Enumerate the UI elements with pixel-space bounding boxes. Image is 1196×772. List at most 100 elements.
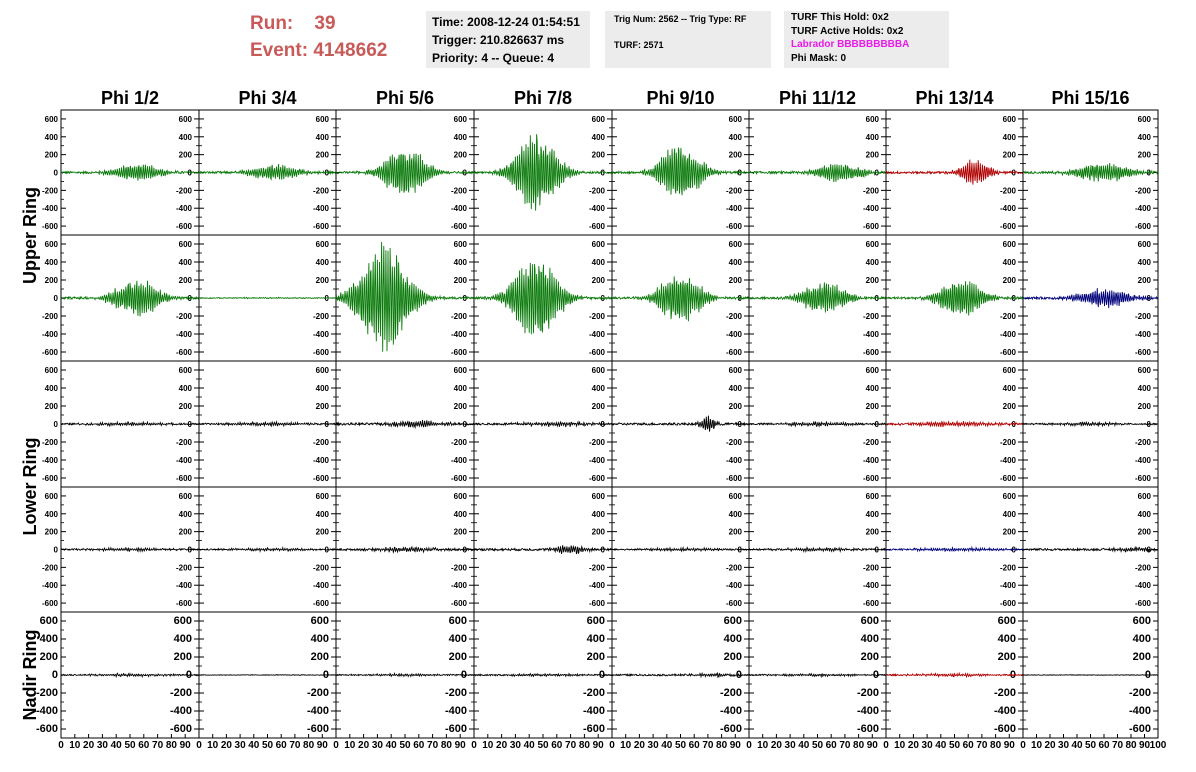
y-tick-label: 200 xyxy=(1138,276,1152,285)
y-tick-label: 0 xyxy=(325,294,330,303)
y-tick-label: -600 xyxy=(1000,348,1017,357)
x-tick-label: 40 xyxy=(111,740,123,751)
y-tick-label: 600 xyxy=(729,115,743,124)
y-tick-label: -400 xyxy=(42,330,59,339)
x-tick-label: 80 xyxy=(1125,740,1137,751)
y-tick-label: 200 xyxy=(866,151,880,160)
y-tick-label: -200 xyxy=(176,438,193,447)
priority-text: Priority: 4 -- Queue: 4 xyxy=(432,51,555,65)
waveform-trace xyxy=(473,134,613,211)
y-tick-label: -600 xyxy=(857,723,879,735)
y-tick-label: 600 xyxy=(729,366,743,375)
y-tick-label: 600 xyxy=(311,615,329,627)
y-tick-label: 200 xyxy=(45,528,59,537)
x-tick-label: 60 xyxy=(963,740,975,751)
y-tick-label: 400 xyxy=(45,510,59,519)
run-value: 39 xyxy=(314,13,336,34)
y-tick-label: 600 xyxy=(40,615,58,627)
y-tick-label: -600 xyxy=(176,474,193,483)
x-tick-label: 0 xyxy=(1020,740,1026,751)
y-tick-label: 600 xyxy=(454,366,468,375)
y-tick-label: 200 xyxy=(316,528,330,537)
y-tick-label: 600 xyxy=(45,492,59,501)
y-tick-label: 400 xyxy=(592,258,606,267)
turf-text: TURF: 2571 xyxy=(614,40,664,50)
y-tick-label: 600 xyxy=(866,492,880,501)
x-tick-label: 60 xyxy=(138,740,150,751)
y-tick-label: -600 xyxy=(1129,723,1151,735)
y-tick-label: -600 xyxy=(720,723,742,735)
y-tick-label: -600 xyxy=(863,222,880,231)
y-tick-label: -400 xyxy=(451,456,468,465)
y-tick-label: -400 xyxy=(1129,705,1151,717)
waveform-trace xyxy=(885,420,1024,428)
x-tick-label: 60 xyxy=(689,740,701,751)
x-tick-label: 70 xyxy=(1112,740,1124,751)
x-tick-label: 60 xyxy=(551,740,563,751)
y-tick-label: 400 xyxy=(316,510,330,519)
y-tick-label: -400 xyxy=(726,204,743,213)
x-tick-label: 20 xyxy=(496,740,508,751)
y-tick-label: -400 xyxy=(857,705,879,717)
y-tick-label: -200 xyxy=(176,563,193,572)
y-tick-label: 200 xyxy=(1138,402,1152,411)
y-tick-label: -400 xyxy=(176,581,193,590)
y-tick-label: 400 xyxy=(729,258,743,267)
x-tick-label: 60 xyxy=(276,740,288,751)
y-tick-label: -600 xyxy=(726,474,743,483)
x-tick-label: 40 xyxy=(1071,740,1083,751)
y-tick-label: 200 xyxy=(592,151,606,160)
waveform-trace xyxy=(1022,545,1159,554)
y-tick-label: -600 xyxy=(863,474,880,483)
run-event-box: Run: 39 Event: 4148662 xyxy=(250,10,420,68)
y-tick-label: 200 xyxy=(454,276,468,285)
column-title: Phi 7/8 xyxy=(514,88,572,108)
waveform-trace xyxy=(885,545,1024,553)
y-tick-label: 200 xyxy=(316,402,330,411)
y-tick-label: 600 xyxy=(861,615,879,627)
y-tick-label: -600 xyxy=(994,723,1016,735)
y-tick-label: 400 xyxy=(587,633,605,645)
waveform-trace xyxy=(611,147,750,196)
y-tick-label: -200 xyxy=(1135,312,1152,321)
y-tick-label: -200 xyxy=(170,687,192,699)
y-tick-label: -200 xyxy=(176,312,193,321)
y-tick-label: -400 xyxy=(42,581,59,590)
y-tick-label: 400 xyxy=(1133,633,1151,645)
y-tick-label: 400 xyxy=(454,510,468,519)
x-tick-label: 40 xyxy=(248,740,260,751)
y-tick-label: 600 xyxy=(316,240,330,249)
y-tick-label: 200 xyxy=(1138,528,1152,537)
y-tick-label: -400 xyxy=(1135,330,1152,339)
y-tick-label: -600 xyxy=(863,599,880,608)
y-tick-label: 200 xyxy=(592,276,606,285)
y-tick-label: 400 xyxy=(1138,133,1152,142)
y-tick-label: 600 xyxy=(998,615,1016,627)
y-tick-label: 600 xyxy=(866,115,880,124)
x-tick-label: 90 xyxy=(455,740,467,751)
y-tick-label: 600 xyxy=(587,615,605,627)
x-tick-label: 80 xyxy=(990,740,1002,751)
x-tick-label: 20 xyxy=(1044,740,1056,751)
y-tick-label: 200 xyxy=(454,151,468,160)
waveform-trace xyxy=(473,672,613,678)
y-tick-label: 600 xyxy=(316,115,330,124)
x-tick-label: 30 xyxy=(922,740,934,751)
y-tick-label: -600 xyxy=(313,599,330,608)
y-tick-label: 400 xyxy=(179,384,193,393)
waveform-trace xyxy=(611,415,750,432)
x-tick-label: 70 xyxy=(976,740,988,751)
y-tick-label: -200 xyxy=(42,312,59,321)
y-tick-label: 200 xyxy=(45,276,59,285)
x-tick-label: 10 xyxy=(620,740,632,751)
y-tick-label: 200 xyxy=(454,528,468,537)
y-tick-label: 0 xyxy=(325,169,330,178)
turf-active-holds-text: TURF Active Holds: 0x2 xyxy=(791,25,904,37)
y-tick-label: -400 xyxy=(726,456,743,465)
x-tick-label: 70 xyxy=(427,740,439,751)
y-tick-label: 600 xyxy=(179,492,193,501)
y-tick-label: -400 xyxy=(1135,204,1152,213)
waveform-trace xyxy=(335,241,475,352)
x-tick-label: 70 xyxy=(702,740,714,751)
